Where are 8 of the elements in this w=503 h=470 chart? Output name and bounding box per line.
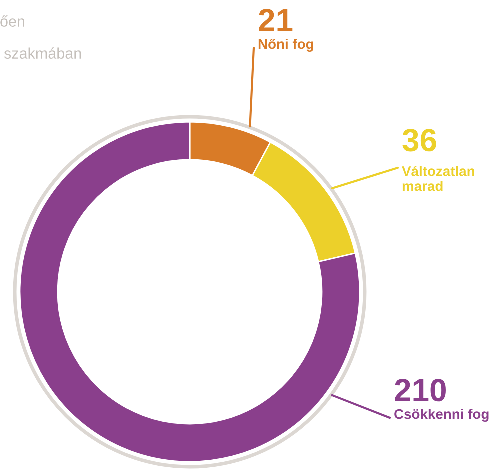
text: ően <box>0 16 24 27</box>
data-label: 210 <box>395 379 446 402</box>
slice-label: Változatlan marad <box>402 166 474 192</box>
text: szakmában <box>4 48 82 59</box>
slice-label: Nőni fog <box>258 38 314 52</box>
data-label: 21 <box>259 9 293 32</box>
data-label: 36 <box>402 129 436 152</box>
slice-label: Csökkenni fog <box>394 408 489 422</box>
